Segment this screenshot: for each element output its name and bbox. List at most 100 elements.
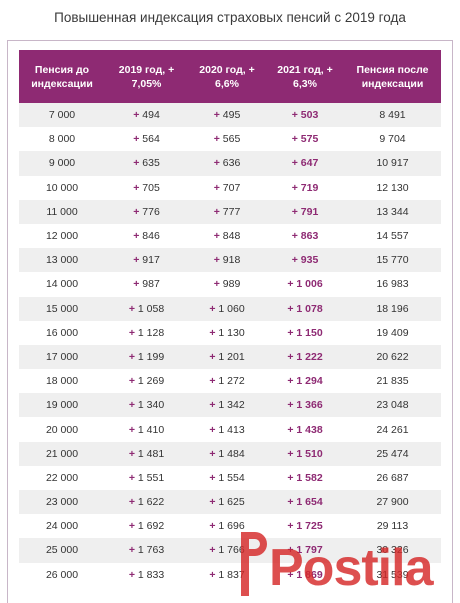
indexation-table: Пенсия до индексации 2019 год, + 7,05% 2… — [19, 50, 441, 587]
plus-sign: + — [213, 278, 220, 291]
increase-value: 917 — [142, 254, 160, 267]
cell-pension-after: 9 704 — [344, 127, 441, 152]
increase-value: 1 201 — [218, 350, 245, 363]
increase-value: 495 — [222, 109, 241, 122]
table-row: 23 000 + 1 622 + 1 625 + 1 654 27 900 — [19, 490, 441, 515]
cell-pension-after: 10 917 — [344, 151, 441, 176]
cell-increase-2020: + 495 — [188, 103, 266, 128]
plus-sign: + — [128, 496, 135, 509]
cell-increase-2020: + 636 — [188, 151, 266, 176]
increase-value: 1 006 — [296, 278, 323, 291]
cell-pension-before: 8 000 — [19, 127, 105, 152]
cell-increase-2019: + 705 — [105, 175, 188, 200]
plus-sign: + — [291, 109, 298, 122]
plus-sign: + — [209, 471, 216, 484]
cell-increase-2021: + 1 366 — [266, 393, 344, 418]
plus-sign: + — [209, 350, 216, 363]
increase-value: 1 078 — [296, 302, 323, 315]
plus-sign: + — [133, 181, 140, 194]
increase-value: 1 438 — [296, 423, 323, 436]
table-row: 21 000 + 1 481 + 1 484 + 1 510 25 474 — [19, 441, 441, 466]
increase-value: 791 — [300, 205, 319, 218]
plus-sign: + — [128, 326, 135, 339]
cell-increase-2021: + 1 438 — [266, 417, 344, 442]
increase-value: 1 058 — [137, 302, 165, 315]
cell-pension-before: 18 000 — [19, 369, 105, 394]
plus-sign: + — [133, 254, 140, 267]
plus-sign: + — [291, 181, 298, 194]
increase-value: 1 510 — [296, 447, 323, 460]
increase-value: 1 837 — [218, 568, 245, 581]
cell-increase-2020: + 989 — [188, 272, 266, 297]
table-frame: Пенсия до индексации 2019 год, + 7,05% 2… — [7, 40, 453, 603]
cell-increase-2020: + 1 130 — [188, 320, 266, 345]
plus-sign: + — [133, 109, 140, 122]
cell-increase-2019: + 987 — [105, 272, 188, 297]
cell-increase-2019: + 564 — [105, 127, 188, 152]
increase-value: 1 554 — [218, 471, 245, 484]
table-row: 20 000 + 1 410 + 1 413 + 1 438 24 261 — [19, 417, 441, 442]
increase-value: 1 833 — [137, 568, 165, 581]
plus-sign: + — [213, 109, 220, 122]
cell-pension-before: 21 000 — [19, 441, 105, 466]
increase-value: 1 060 — [218, 302, 245, 315]
table-row: 12 000 + 846 + 848 + 863 14 557 — [19, 223, 441, 249]
cell-increase-2019: + 776 — [105, 199, 188, 224]
cell-pension-after: 20 622 — [344, 344, 441, 370]
header-2019: 2019 год, + 7,05% — [105, 50, 188, 103]
cell-pension-before: 23 000 — [19, 490, 105, 515]
cell-increase-2020: + 1 554 — [188, 465, 266, 490]
cell-pension-after: 21 835 — [344, 369, 441, 394]
table-row: 22 000 + 1 551 + 1 554 + 1 582 26 687 — [19, 465, 441, 490]
cell-pension-before: 17 000 — [19, 344, 105, 370]
plus-sign: + — [209, 447, 216, 460]
plus-sign: + — [128, 544, 135, 557]
plus-sign: + — [128, 471, 135, 484]
cell-increase-2019: + 635 — [105, 151, 188, 176]
cell-increase-2019: + 1 410 — [105, 417, 188, 442]
cell-pension-after: 31 539 — [344, 562, 441, 587]
increase-value: 776 — [142, 205, 160, 218]
plus-sign: + — [287, 471, 294, 484]
cell-pension-before: 14 000 — [19, 272, 105, 297]
plus-sign: + — [287, 326, 294, 339]
cell-increase-2021: + 503 — [266, 103, 344, 128]
plus-sign: + — [287, 568, 294, 581]
plus-sign: + — [209, 423, 216, 436]
cell-pension-after: 25 474 — [344, 441, 441, 466]
table-row: 15 000 + 1 058 + 1 060 + 1 078 18 196 — [19, 296, 441, 321]
plus-sign: + — [128, 520, 135, 533]
plus-sign: + — [133, 133, 140, 146]
cell-pension-before: 7 000 — [19, 103, 105, 128]
cell-increase-2019: + 494 — [105, 103, 188, 128]
cell-increase-2021: + 1 654 — [266, 490, 344, 515]
cell-increase-2021: + 1 006 — [266, 272, 344, 297]
cell-increase-2020: + 848 — [188, 223, 266, 249]
plus-sign: + — [128, 568, 135, 581]
increase-value: 647 — [300, 157, 319, 170]
cell-pension-after: 19 409 — [344, 320, 441, 345]
plus-sign: + — [291, 133, 298, 146]
increase-value: 1 130 — [218, 326, 245, 339]
cell-increase-2019: + 1 763 — [105, 538, 188, 563]
cell-pension-after: 18 196 — [344, 296, 441, 321]
table-row: 26 000 + 1 833 + 1 837 + 1 869 31 539 — [19, 562, 441, 587]
cell-pension-after: 12 130 — [344, 175, 441, 200]
plus-sign: + — [213, 205, 220, 218]
increase-value: 1 484 — [218, 447, 245, 460]
plus-sign: + — [287, 399, 294, 412]
watermark-text: Postila — [269, 539, 433, 597]
plus-sign: + — [209, 399, 216, 412]
plus-sign: + — [287, 278, 294, 291]
increase-value: 863 — [300, 230, 319, 243]
cell-increase-2019: + 1 340 — [105, 393, 188, 418]
cell-pension-after: 29 113 — [344, 514, 441, 539]
cell-increase-2021: + 1 510 — [266, 441, 344, 466]
header-2020: 2020 год, + 6,6% — [188, 50, 266, 103]
cell-increase-2019: + 1 058 — [105, 296, 188, 321]
cell-increase-2019: + 1 199 — [105, 344, 188, 370]
cell-increase-2020: + 918 — [188, 248, 266, 273]
increase-value: 918 — [222, 254, 241, 267]
cell-increase-2020: + 1 201 — [188, 344, 266, 370]
plus-sign: + — [128, 447, 135, 460]
